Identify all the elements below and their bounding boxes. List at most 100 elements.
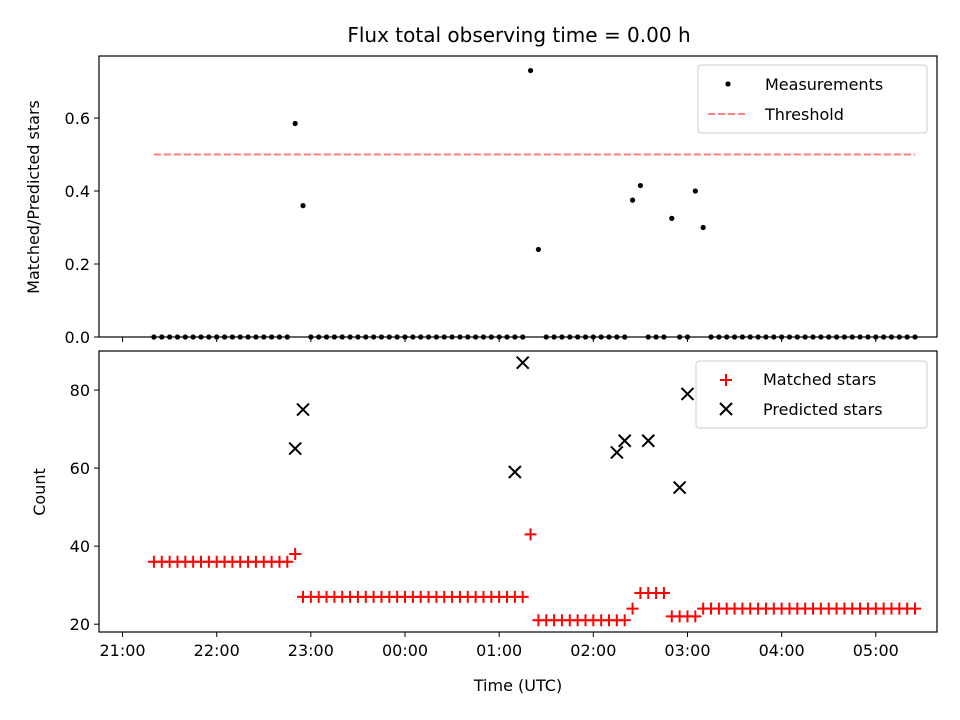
- x-tick-label: 04:00: [759, 641, 805, 660]
- matched-star-point: [516, 590, 529, 603]
- measurement-point: [857, 334, 863, 340]
- measurement-point: [245, 334, 251, 340]
- measurement-point: [645, 334, 651, 340]
- measurement-point: [771, 334, 777, 340]
- matched-star-point: [909, 602, 922, 615]
- legend-matched-marker: [720, 374, 732, 386]
- x-axis-label: Time (UTC): [473, 676, 562, 695]
- measurement-point: [323, 334, 330, 340]
- predicted-star-point: [508, 465, 522, 479]
- bottom-y-tick-label: 20: [70, 615, 90, 634]
- measurement-point: [394, 334, 400, 340]
- measurement-point: [276, 334, 283, 340]
- legend-measurements-label: Measurements: [765, 75, 883, 94]
- measurement-point: [269, 334, 275, 340]
- x-tick-label: 03:00: [664, 641, 710, 660]
- measurement-point: [708, 334, 714, 340]
- measurement-point: [653, 334, 659, 340]
- bottom-y-axis-label: Count: [30, 468, 49, 516]
- measurement-point: [206, 334, 212, 340]
- measurement-point: [700, 224, 706, 231]
- bottom-y-ticks: 20 40 60 80: [70, 381, 99, 634]
- measurement-point: [221, 334, 228, 340]
- measurement-point: [724, 334, 730, 340]
- measurement-point: [810, 334, 816, 340]
- matched-star-point: [689, 610, 702, 623]
- measurement-point: [669, 215, 675, 221]
- measurement-point: [284, 334, 290, 340]
- predicted-star-point: [672, 480, 687, 495]
- measurement-point: [779, 334, 785, 340]
- measurement-point: [582, 334, 589, 340]
- measurement-point: [473, 334, 479, 340]
- top-y-ticks: 0.0 0.2 0.4 0.6: [65, 109, 99, 347]
- x-tick-label: 21:00: [99, 641, 145, 660]
- legend-matched-label: Matched stars: [763, 370, 876, 389]
- measurement-point: [590, 334, 596, 340]
- measurement-point: [543, 334, 549, 340]
- measurement-point: [261, 334, 267, 340]
- measurement-point: [316, 334, 322, 340]
- x-tick-label: 05:00: [853, 641, 899, 660]
- matched-star-point: [618, 614, 631, 627]
- measurement-point: [888, 334, 895, 340]
- measurement-point: [425, 334, 432, 340]
- measurement-point: [551, 334, 557, 340]
- measurement-point: [684, 334, 691, 340]
- measurement-point: [716, 334, 722, 340]
- measurement-point: [763, 334, 769, 340]
- measurement-point: [677, 334, 683, 340]
- measurement-point: [692, 188, 698, 194]
- measurement-point: [378, 334, 385, 340]
- measurement-point: [826, 334, 832, 340]
- legend-threshold-label: Threshold: [764, 105, 844, 124]
- top-legend: Measurements Threshold: [697, 64, 928, 134]
- measurement-point: [614, 334, 620, 340]
- bottom-x-ticks: 21:00 22:00 23:00 00:00 01:00 02:00 03:00 04:00…: [99, 632, 899, 660]
- legend-predicted-label: Predicted stars: [763, 400, 883, 419]
- measurement-point: [402, 334, 408, 340]
- measurement-point: [237, 334, 243, 340]
- measurement-point: [190, 334, 196, 340]
- measurement-point: [308, 334, 314, 340]
- bottom-legend-box: [695, 360, 928, 429]
- measurement-point: [865, 334, 871, 340]
- measurement-point: [896, 334, 902, 340]
- measurement-point: [567, 334, 573, 340]
- measurement-point: [441, 334, 447, 340]
- measurement-point: [159, 334, 165, 340]
- bottom-marks: [147, 356, 922, 627]
- measurement-point: [174, 334, 181, 340]
- x-tick-label: 02:00: [570, 641, 616, 660]
- measurement-point: [904, 334, 910, 340]
- measurement-point: [449, 334, 455, 340]
- measurement-point: [292, 120, 298, 127]
- predicted-star-point: [618, 434, 632, 448]
- measurement-point: [786, 334, 793, 340]
- bottom-legend: Matched stars Predicted stars: [695, 360, 928, 429]
- measurement-point: [731, 334, 738, 340]
- measurement-point: [488, 334, 494, 340]
- measurement-point: [214, 334, 220, 340]
- measurement-point: [818, 334, 824, 340]
- bottom-y-tick-label: 40: [70, 537, 90, 556]
- measurement-point: [833, 334, 840, 340]
- measurement-point: [661, 334, 667, 340]
- measurement-point: [794, 334, 800, 340]
- measurement-point: [512, 334, 518, 340]
- measurement-point: [418, 334, 424, 340]
- top-axes: 0.0 0.2 0.4 0.6 Matched/Predicted stars Mea…: [24, 55, 938, 347]
- bottom-plot-frame: [98, 350, 938, 633]
- measurement-point: [527, 67, 534, 74]
- measurement-point: [739, 334, 746, 340]
- measurement-point: [457, 334, 463, 340]
- top-y-tick-label: 0.4: [65, 182, 90, 201]
- legend-predicted-marker: [719, 402, 733, 416]
- measurement-point: [371, 334, 377, 340]
- measurement-point: [873, 334, 879, 340]
- measurement-point: [182, 334, 188, 340]
- measurement-point: [802, 334, 808, 340]
- measurement-point: [747, 334, 753, 340]
- measurement-point: [575, 334, 581, 340]
- predicted-star-point: [610, 445, 624, 460]
